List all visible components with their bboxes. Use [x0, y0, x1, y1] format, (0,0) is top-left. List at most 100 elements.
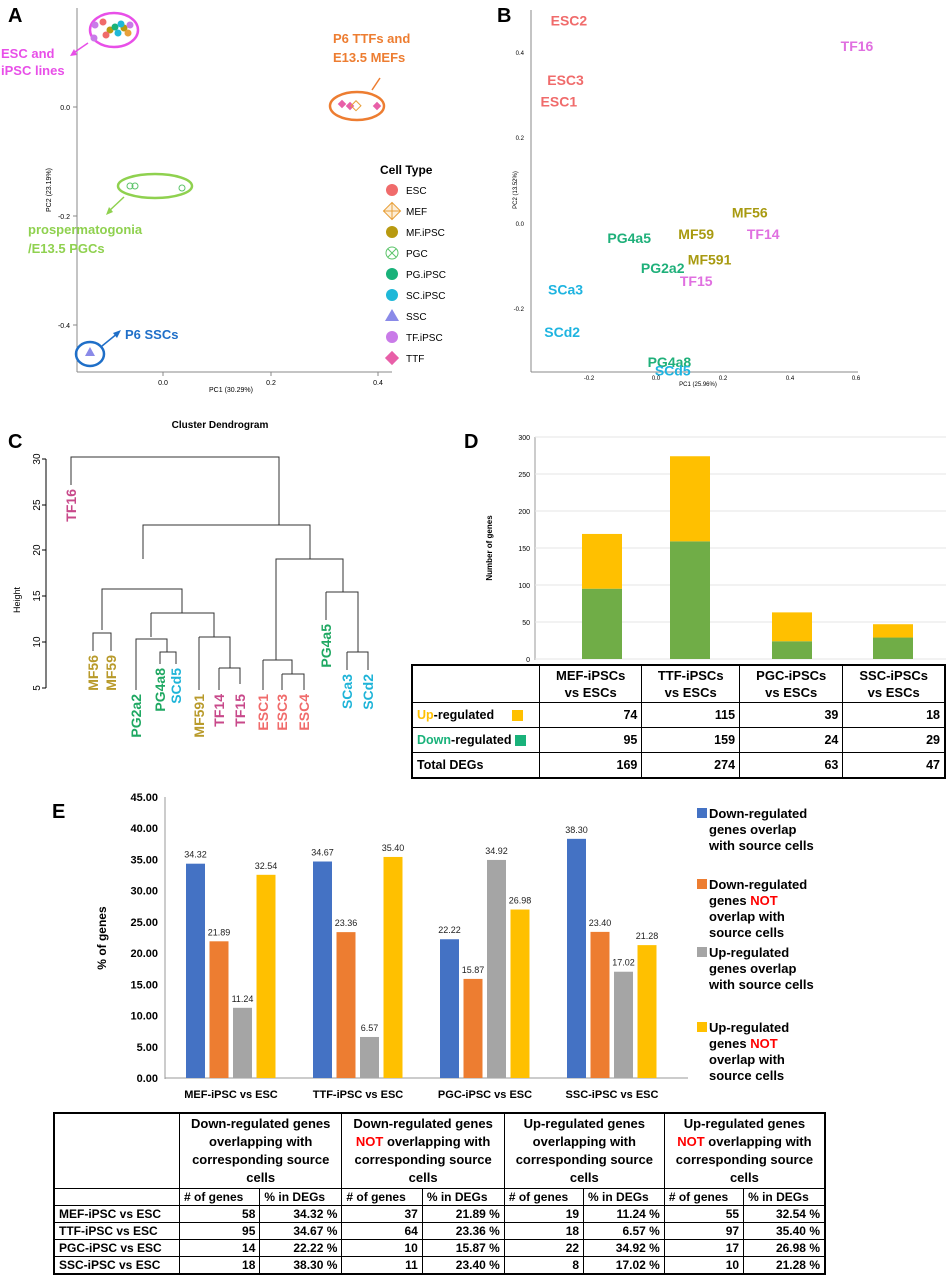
bar-e-value-label: 21.89: [208, 927, 231, 937]
esc-cluster-ellipse: [88, 11, 140, 49]
dendrogram-leaf: MF591: [191, 694, 207, 738]
panel-a-xtick: 0.0: [158, 380, 168, 387]
legend-ttf: TTF: [406, 354, 424, 365]
dendrogram-leaf: SCd5: [168, 668, 184, 704]
ann-esc-line2: iPSC lines: [1, 63, 65, 78]
svg-text:source cells: source cells: [709, 1068, 784, 1083]
pca-sample-label: TF16: [841, 38, 874, 54]
legend-scipsc: SC.iPSC: [406, 291, 445, 302]
dendrogram-leaf: PG4a8: [152, 668, 168, 712]
bar-e-value-label: 11.24: [232, 994, 254, 1004]
bar-e: [186, 863, 205, 1078]
dendro-ytick: 30: [32, 453, 43, 465]
svg-text:overlap with: overlap with: [709, 909, 785, 924]
bar-e-value-label: 23.40: [589, 918, 612, 928]
panel-d-ytick: 100: [518, 583, 530, 590]
dendro-ytick: 5: [32, 685, 43, 691]
panel-e-ytick: 45.00: [130, 792, 158, 804]
bar-e-value-label: 22.22: [438, 925, 461, 935]
panel-e-ytick: 20.00: [130, 948, 158, 960]
p6-cluster-ellipse: [328, 90, 386, 122]
dendrogram-leaf: MF59: [103, 655, 119, 691]
bar-e-value-label: 38.30: [565, 825, 588, 835]
svg-text:genes overlap: genes overlap: [709, 961, 796, 976]
ann-esc-line1: ESC and: [1, 46, 55, 61]
panel-b-xtick: 0.4: [786, 376, 795, 382]
pca-sample-label: ESC3: [547, 72, 584, 88]
panel-a-label: A: [8, 5, 22, 27]
pca-sample-label: MF56: [732, 204, 768, 220]
bar-e: [440, 939, 459, 1078]
bar-e-value-label: 34.32: [184, 850, 207, 860]
panel-b-ytick: -0.2: [514, 307, 525, 313]
pca-sample-label: ESC1: [541, 93, 578, 109]
panel-e-ytick: 15.00: [130, 979, 158, 991]
panel-a-plot: 0.0 -0.2 -0.4 0.0 0.2 0.4 PC1 (30.29%) P…: [1, 8, 446, 394]
bar-e: [614, 971, 633, 1078]
bar-e: [637, 945, 657, 1078]
panel-e-ytick: 5.00: [137, 1042, 158, 1054]
bar-e-value-label: 23.36: [335, 918, 358, 928]
panel-d-table: MEF-iPSCs vs ESCs TTF-iPSCs vs ESCs PGC-iP…: [411, 664, 946, 779]
ann-pro-line1: prospermatogonia: [28, 222, 143, 237]
bar-e: [313, 861, 332, 1078]
panel-d-ytick: 50: [522, 620, 530, 627]
pgc-cluster-points: [126, 182, 186, 192]
svg-text:Down-regulated: Down-regulated: [709, 877, 807, 892]
dendrogram-leaf: TF16: [63, 489, 79, 522]
svg-text:Up-regulated: Up-regulated: [709, 1020, 789, 1035]
dendrogram-title: Cluster Dendrogram: [172, 420, 269, 431]
legend-pgipsc: PG.iPSC: [406, 270, 446, 281]
panel-b-label: B: [497, 5, 511, 27]
svg-text:source cells: source cells: [709, 925, 784, 940]
panel-e-ylabel: % of genes: [95, 906, 109, 970]
pca-sample-label: MF591: [688, 251, 732, 267]
bar-e-value-label: 34.92: [485, 846, 508, 856]
pca-sample-label: PG4a5: [607, 230, 651, 246]
panel-c-label: C: [8, 431, 22, 453]
pca-sample-label: SCd5: [655, 362, 691, 378]
table-row: MEF-iPSC vs ESC 58 34.32 % 37 21.89 % 19 11.2…: [53, 1205, 826, 1223]
bar-down-regulated: [670, 541, 710, 659]
dendrogram-leaf: MF56: [85, 655, 101, 691]
svg-text:Down-regulated: Down-regulated: [709, 806, 807, 821]
dendrogram-leaf: ESC4: [296, 694, 312, 731]
panel-a-ytick: -0.4: [58, 323, 70, 330]
bar-e-value-label: 6.57: [361, 1023, 379, 1033]
pca-sample-label: PG2a2: [641, 260, 685, 276]
panel-b-ylabel: PC2 (13.52%): [513, 171, 519, 209]
dendro-ytick: 20: [32, 544, 43, 556]
dendro-ytick: 10: [32, 636, 43, 648]
panel-e-ytick: 40.00: [130, 823, 158, 835]
panel-e-label: E: [52, 801, 65, 823]
panel-b-xtick: 0.0: [652, 376, 661, 382]
bar-e-value-label: 34.67: [311, 848, 334, 858]
panel-e-ytick: 25.00: [130, 917, 158, 929]
panel-e-category: PGC-iPSC vs ESC: [438, 1089, 532, 1101]
bar-e-value-label: 32.54: [255, 861, 278, 871]
p6-cluster-points: [337, 99, 382, 112]
bar-e: [463, 978, 483, 1078]
dendrogram-leaf: ESC3: [274, 694, 290, 731]
panel-b-xtick: 0.6: [852, 376, 861, 382]
ssc-point: [85, 347, 95, 356]
panel-b-xtick: -0.2: [584, 376, 595, 382]
panel-d-ytick: 150: [518, 546, 530, 553]
panel-e-category: MEF-iPSC vs ESC: [184, 1089, 278, 1101]
panel-a-ylabel: PC2 (23.19%): [46, 168, 53, 212]
pca-sample-label: TF14: [747, 226, 780, 242]
legend-ssc: SSC: [406, 312, 427, 323]
pca-sample-label: SCd2: [544, 324, 580, 340]
panel-d-ytick: 0: [526, 657, 530, 664]
bar-up-regulated: [772, 612, 812, 642]
svg-text:with source cells: with source cells: [708, 838, 814, 853]
bar-down-regulated: [772, 641, 812, 659]
bar-up-regulated: [670, 456, 710, 542]
svg-text:genes NOT: genes NOT: [709, 893, 778, 908]
dendrogram-leaf: PG4a5: [318, 624, 334, 668]
bar-e: [233, 1007, 252, 1078]
panel-b-ytick: 0.2: [516, 136, 525, 142]
ann-p6-line2: E13.5 MEFs: [333, 50, 405, 65]
pca-sample-label: PG4a8: [648, 354, 692, 370]
bar-e: [590, 931, 610, 1078]
